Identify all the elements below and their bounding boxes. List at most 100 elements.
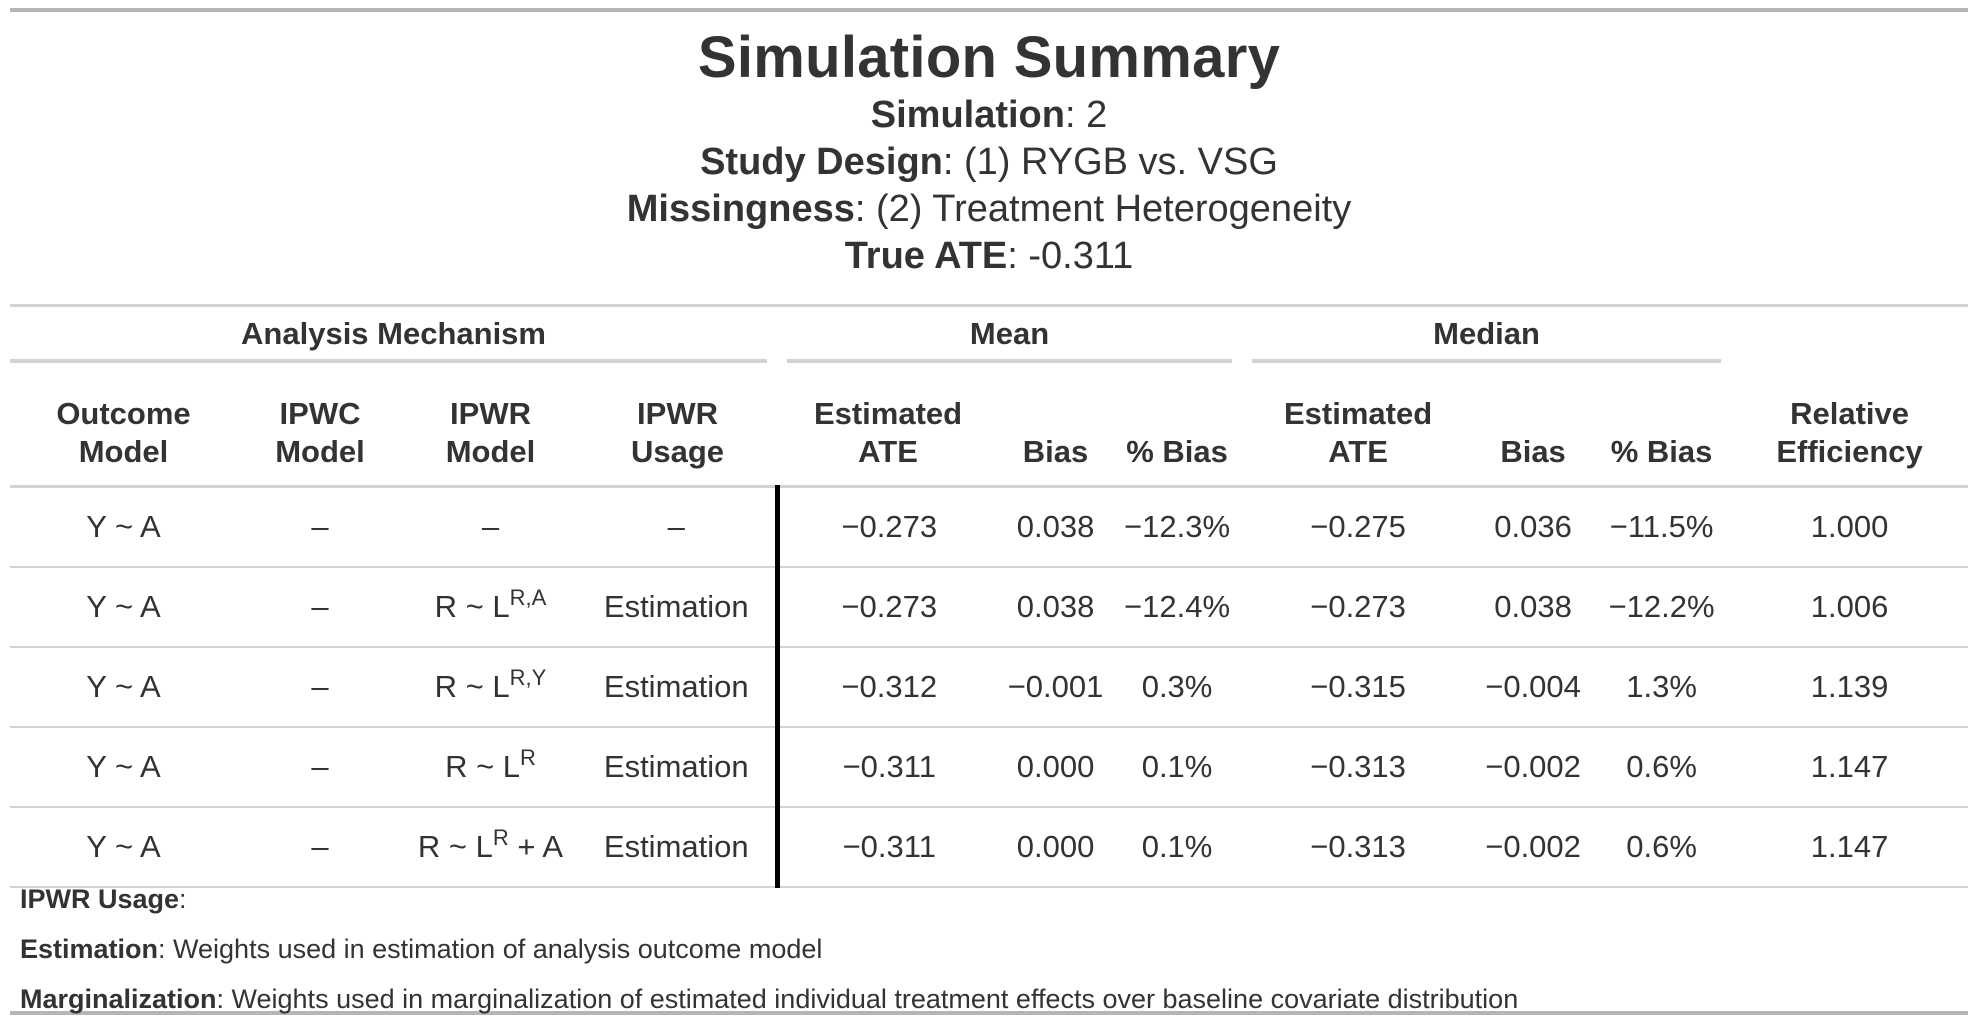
cell-mean-estimated-ate: −0.273: [777, 567, 1000, 648]
cell-ipwr-usage: –: [578, 486, 780, 568]
footnote-estimation-text: : Weights used in estimation of analysis…: [158, 934, 823, 964]
footnote-usage-label: IPWR Usage: [20, 884, 180, 914]
cell-outcome-model: Y ~ A: [10, 727, 237, 808]
cell-ipwr-model: R ~ LR,A: [403, 567, 578, 648]
col-outcome-model: Outcome Model: [10, 369, 237, 488]
footnote-marginalization: Marginalization: Weights used in margina…: [20, 974, 1518, 1024]
subtitle-true-ate: True ATE: -0.311: [10, 233, 1968, 280]
footnotes: IPWR Usage: Estimation: Weights used in …: [20, 874, 1518, 1024]
cell-mean-estimated-ate: −0.312: [777, 647, 1000, 728]
true-ate-label: True ATE: [844, 235, 1008, 277]
spanner-analysis-mechanism: Analysis Mechanism: [10, 306, 777, 370]
true-ate-value: : -0.311: [1007, 235, 1134, 277]
col-mean-bias: Bias: [999, 369, 1113, 488]
cell-relative-efficiency: 1.006: [1731, 567, 1969, 648]
footnote-marginalization-text: : Weights used in marginalization of est…: [216, 984, 1519, 1014]
subtitle-simulation: Simulation: 2: [10, 92, 1968, 139]
cell-median-bias: 0.038: [1474, 567, 1593, 648]
cell-ipwr-usage: Estimation: [578, 647, 780, 728]
cell-outcome-model: Y ~ A: [10, 486, 237, 568]
table-row: Y ~ A – – – −0.273 0.038 −12.3% −0.275 0…: [10, 486, 1969, 568]
cell-mean-percent-bias: −12.4%: [1112, 567, 1243, 648]
cell-mean-bias: 0.038: [999, 567, 1113, 648]
cell-relative-efficiency: 1.147: [1731, 807, 1969, 888]
results-table: Analysis Mechanism Mean Median Outcome Mo…: [10, 304, 1969, 888]
missingness-value: : (2) Treatment Heterogeneity: [854, 188, 1352, 230]
cell-median-estimated-ate: −0.315: [1242, 647, 1475, 728]
cell-outcome-model: Y ~ A: [10, 647, 237, 728]
col-mean-estimated-ate: Estimated ATE: [777, 369, 1000, 488]
cell-mean-percent-bias: 0.3%: [1112, 647, 1243, 728]
cell-ipwc-model: –: [237, 727, 403, 808]
cell-median-estimated-ate: −0.313: [1242, 727, 1475, 808]
cell-median-bias: −0.002: [1474, 727, 1593, 808]
cell-ipwr-model: R ~ LR,Y: [403, 647, 578, 728]
col-ipwr-usage: IPWR Usage: [578, 369, 778, 488]
cell-mean-estimated-ate: −0.273: [777, 486, 1000, 568]
spanner-row: Analysis Mechanism Mean Median: [10, 305, 1969, 370]
col-median-estimated-ate: Estimated ATE: [1242, 369, 1475, 488]
subtitle-missingness: Missingness: (2) Treatment Heterogeneity: [10, 186, 1968, 233]
missingness-label: Missingness: [626, 188, 855, 230]
subtitle-design: Study Design: (1) RYGB vs. VSG: [10, 139, 1968, 186]
cell-mean-bias: 0.000: [999, 727, 1113, 808]
cell-ipwr-usage: Estimation: [578, 567, 780, 648]
cell-ipwr-usage: Estimation: [578, 727, 780, 808]
cell-median-estimated-ate: −0.273: [1242, 567, 1475, 648]
cell-ipwr-model: R ~ LR + A: [403, 807, 578, 888]
cell-median-bias: −0.004: [1474, 647, 1593, 728]
cell-median-percent-bias: −11.5%: [1592, 486, 1732, 568]
cell-median-percent-bias: 1.3%: [1592, 647, 1732, 728]
footnote-estimation-label: Estimation: [20, 934, 159, 964]
column-header-row: Outcome Model IPWC Model IPWR Model IPWR Usa…: [10, 369, 1969, 488]
col-median-percent-bias: % Bias: [1592, 369, 1732, 488]
cell-mean-percent-bias: −12.3%: [1112, 486, 1243, 568]
col-relative-efficiency: Relative Efficiency: [1731, 369, 1969, 488]
cell-mean-percent-bias: 0.1%: [1112, 727, 1243, 808]
cell-median-bias: 0.036: [1474, 486, 1593, 568]
cell-mean-percent-bias: 0.1%: [1112, 807, 1243, 888]
cell-median-percent-bias: 0.6%: [1592, 807, 1732, 888]
cell-mean-bias: 0.000: [999, 807, 1113, 888]
col-mean-percent-bias: % Bias: [1112, 369, 1243, 488]
cell-ipwr-model: R ~ LR: [403, 727, 578, 808]
simulation-label: Simulation: [870, 94, 1065, 136]
cell-median-percent-bias: −12.2%: [1592, 567, 1732, 648]
cell-ipwc-model: –: [237, 567, 403, 648]
design-label: Study Design: [700, 141, 943, 183]
cell-median-estimated-ate: −0.313: [1242, 807, 1475, 888]
cell-outcome-model: Y ~ A: [10, 567, 237, 648]
cell-ipwc-model: –: [237, 647, 403, 728]
cell-mean-bias: −0.001: [999, 647, 1113, 728]
cell-relative-efficiency: 1.139: [1731, 647, 1969, 728]
spanner-empty: [1731, 306, 1968, 370]
table-title: Simulation Summary: [697, 25, 1281, 90]
table-row: Y ~ A – R ~ LR,Y Estimation −0.312 −0.00…: [10, 647, 1969, 728]
cell-ipwr-model: –: [403, 486, 578, 568]
col-ipwc-model: IPWC Model: [237, 369, 403, 488]
col-median-bias: Bias: [1474, 369, 1593, 488]
footnote-usage: IPWR Usage:: [20, 884, 187, 914]
spanner-median: Median: [1242, 306, 1731, 370]
cell-relative-efficiency: 1.000: [1731, 486, 1969, 568]
table-row: Y ~ A – R ~ LR Estimation −0.311 0.000 0…: [10, 727, 1969, 808]
footnote-marginalization-label: Marginalization: [20, 984, 217, 1014]
cell-mean-estimated-ate: −0.311: [777, 807, 1000, 888]
cell-median-estimated-ate: −0.275: [1242, 486, 1475, 568]
cell-mean-estimated-ate: −0.311: [777, 727, 1000, 808]
col-ipwr-model: IPWR Model: [403, 369, 578, 488]
cell-outcome-model: Y ~ A: [10, 807, 237, 888]
footnote-estimation: Estimation: Weights used in estimation o…: [20, 924, 1518, 974]
cell-ipwr-usage: Estimation: [578, 807, 780, 888]
table-row: Y ~ A – R ~ LR,A Estimation −0.273 0.038…: [10, 567, 1969, 648]
spanner-mean: Mean: [777, 306, 1242, 370]
summary-table-container: Simulation Summary Simulation: 2 Study D…: [10, 8, 1969, 1015]
cell-ipwc-model: –: [237, 486, 403, 568]
simulation-value: : 2: [1064, 94, 1108, 136]
cell-median-percent-bias: 0.6%: [1592, 727, 1732, 808]
cell-ipwc-model: –: [237, 807, 403, 888]
cell-relative-efficiency: 1.147: [1731, 727, 1969, 808]
cell-median-bias: −0.002: [1474, 807, 1593, 888]
table-row: Y ~ A – R ~ LR + A Estimation −0.311 0.0…: [10, 807, 1969, 888]
cell-mean-bias: 0.038: [999, 486, 1113, 568]
